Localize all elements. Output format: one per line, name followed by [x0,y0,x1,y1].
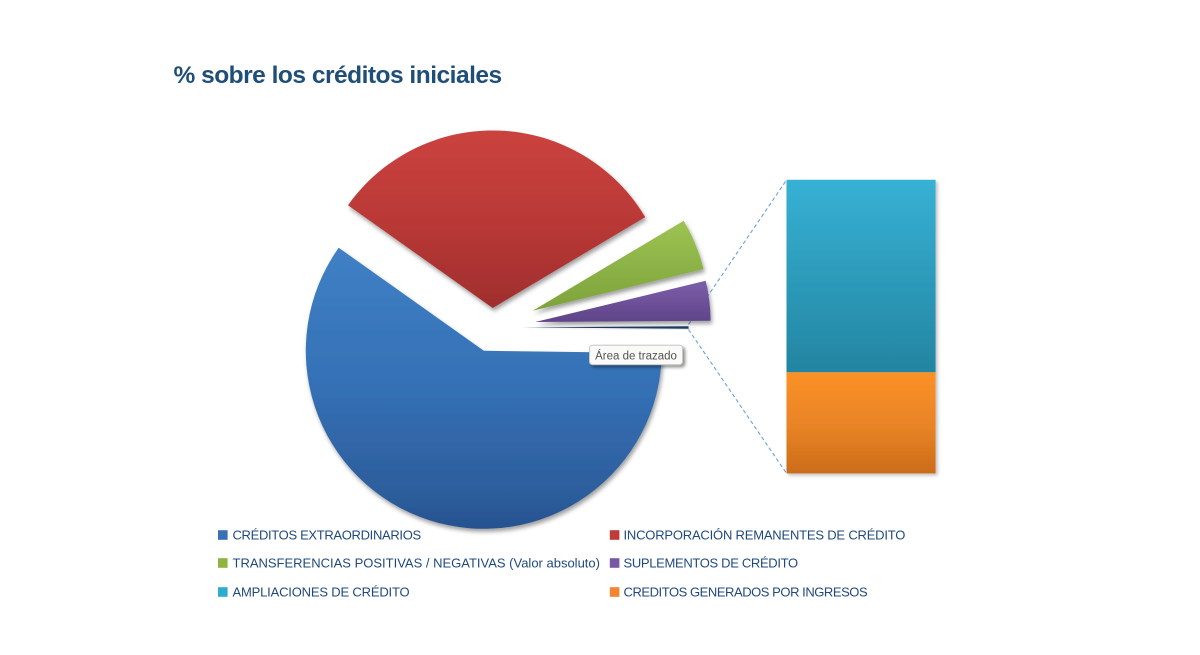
svg-text:Área de trazado: Área de trazado [595,349,677,362]
svg-text:TRANSFERENCIAS POSITIVAS / NEG: TRANSFERENCIAS POSITIVAS / NEGATIVAS (Va… [233,556,600,571]
svg-text:SUPLEMENTOS DE CRÉDITO: SUPLEMENTOS DE CRÉDITO [624,556,799,571]
svg-text:INCORPORACIÓN REMANENTES DE CR: INCORPORACIÓN REMANENTES DE CRÉDITO [624,528,906,543]
svg-text:CREDITOS GENERADOS POR INGRESO: CREDITOS GENERADOS POR INGRESOS [624,585,868,600]
svg-text:% sobre los créditos iniciales: % sobre los créditos iniciales [174,62,502,89]
svg-text:AMPLIACIONES DE CRÉDITO: AMPLIACIONES DE CRÉDITO [233,585,410,600]
svg-text:CRÉDITOS EXTRAORDINARIOS: CRÉDITOS EXTRAORDINARIOS [233,528,422,543]
